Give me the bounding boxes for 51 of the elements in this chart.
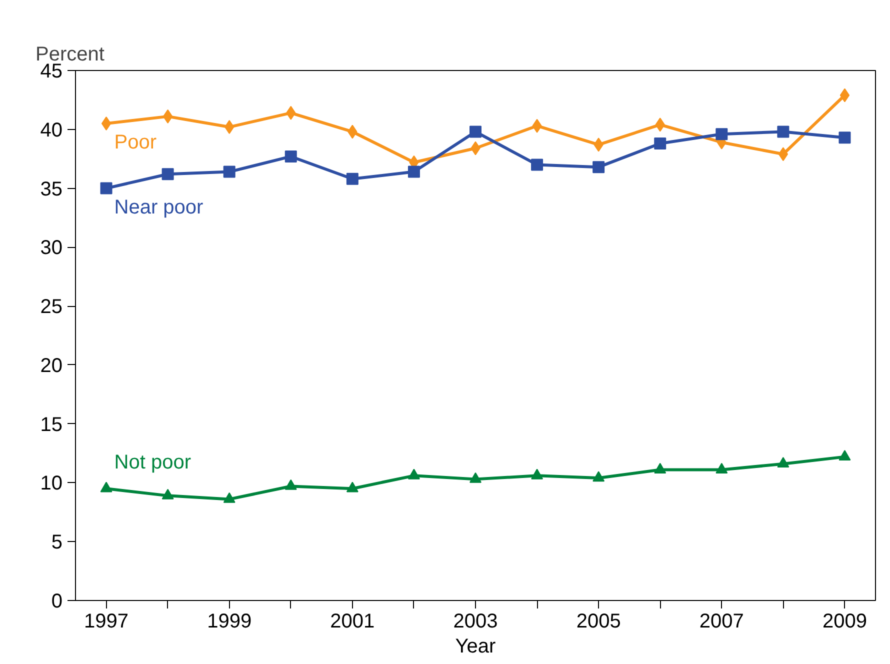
point: [470, 126, 482, 138]
point: [346, 172, 358, 185]
point: [716, 462, 728, 474]
point: [408, 468, 420, 480]
y-tick-label: 20: [40, 354, 63, 377]
x-tick-label: 1999: [207, 610, 252, 632]
point: [531, 158, 544, 171]
series-label: Near poor: [114, 196, 204, 218]
x-tick-label: 2003: [453, 610, 498, 632]
y-tick-label: 30: [40, 237, 63, 260]
y-tick-label: 10: [40, 472, 63, 495]
point: [531, 468, 544, 480]
y-tick-label: 35: [40, 178, 63, 200]
x-axis-title: Year: [455, 636, 496, 658]
point: [840, 88, 850, 102]
point: [284, 150, 297, 162]
point: [470, 472, 482, 483]
point: [592, 161, 605, 174]
point: [284, 479, 297, 490]
point: [408, 166, 420, 178]
x-tick-label: 1997: [84, 610, 129, 632]
point: [654, 462, 666, 474]
point: [100, 182, 112, 194]
x-tick-label: 2001: [330, 610, 375, 632]
point: [346, 482, 358, 492]
point: [838, 132, 851, 144]
y-tick-label: 15: [40, 414, 63, 436]
point: [716, 128, 728, 140]
y-tick-label: 5: [51, 532, 62, 554]
point: [162, 109, 173, 124]
y-tick-label: 25: [40, 296, 63, 318]
y-tick-label: 40: [40, 119, 63, 142]
point: [223, 492, 236, 503]
point: [777, 457, 790, 468]
x-tick-label: 2005: [576, 610, 621, 632]
point: [838, 450, 851, 460]
point: [100, 482, 112, 492]
x-tick-label: 2007: [699, 610, 744, 632]
series-label: Poor: [114, 132, 157, 154]
point: [223, 166, 236, 178]
point: [778, 147, 788, 162]
point: [592, 471, 605, 482]
y-tick-label: 45: [40, 60, 63, 82]
y-tick-label: 0: [51, 590, 62, 612]
point: [162, 488, 174, 500]
point: [162, 168, 174, 180]
point: [654, 138, 666, 150]
point: [101, 116, 112, 130]
point: [777, 126, 790, 138]
series-label: Not poor: [114, 452, 192, 474]
x-tick-label: 2009: [822, 610, 867, 632]
